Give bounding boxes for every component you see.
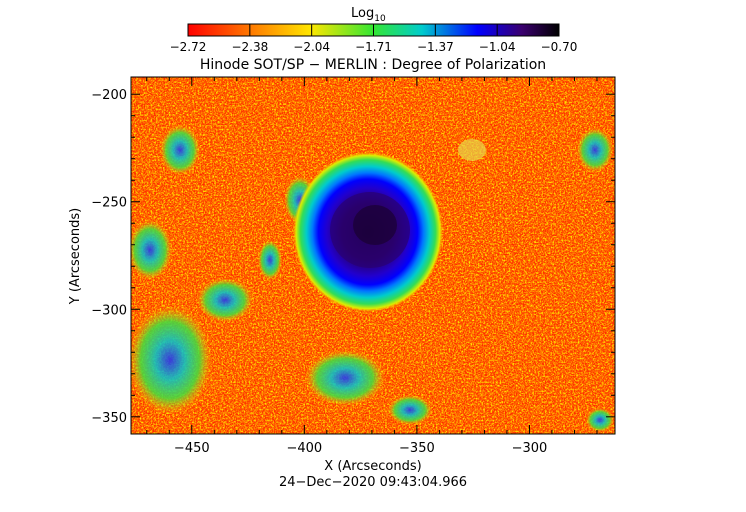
- colorbar-label: Log10: [351, 6, 386, 24]
- colorbar-tick-label: −2.72: [170, 40, 207, 54]
- colorbar-tick-label: −1.04: [479, 40, 516, 54]
- x-tick-label: −450: [174, 441, 210, 456]
- colorbar-tick-label: −1.37: [417, 40, 454, 54]
- x-tick-label: −400: [286, 441, 322, 456]
- timestamp: 24−Dec−2020 09:43:04.966: [279, 475, 467, 490]
- y-axis-label: Y (Arcseconds): [68, 208, 83, 305]
- y-tick-label: −200: [91, 88, 127, 103]
- y-axis: −200 −250 −300 −350: [91, 88, 615, 426]
- colorbar-tick-label: −2.04: [293, 40, 330, 54]
- chart-title: Hinode SOT/SP − MERLIN : Degree of Polar…: [200, 57, 546, 73]
- y-tick-label: −250: [91, 196, 127, 211]
- colorbar-ticks: −2.72 −2.38 −2.04 −1.71 −1.37 −1.04 −0.70: [170, 24, 578, 54]
- y-tick-label: −300: [91, 303, 127, 318]
- colorbar-tick-label: −1.71: [355, 40, 392, 54]
- colorbar-tick-label: −2.38: [231, 40, 268, 54]
- x-tick-label: −350: [399, 441, 435, 456]
- colorbar-tick-label: −0.70: [541, 40, 578, 54]
- plot-frame: [130, 76, 616, 435]
- x-tick-label: −300: [512, 441, 548, 456]
- x-axis-label: X (Arcseconds): [324, 459, 421, 474]
- plage-regions: [131, 125, 614, 432]
- polarization-map: [131, 77, 615, 434]
- y-tick-label: −350: [91, 411, 127, 426]
- x-axis: −450 −400 −350 −300: [146, 77, 598, 456]
- sunspot: [293, 152, 443, 312]
